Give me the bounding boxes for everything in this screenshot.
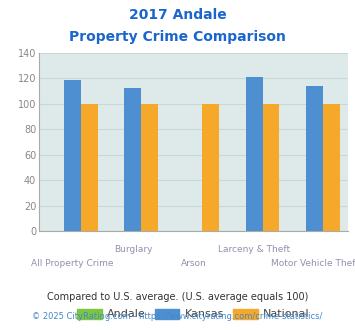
Text: Arson: Arson	[181, 259, 206, 268]
Bar	[202, 104, 219, 231]
Text: Motor Vehicle Theft: Motor Vehicle Theft	[271, 259, 355, 268]
Text: Property Crime Comparison: Property Crime Comparison	[69, 30, 286, 44]
Bar	[306, 86, 323, 231]
Text: Burglary: Burglary	[114, 245, 152, 254]
Text: All Property Crime: All Property Crime	[31, 259, 114, 268]
Bar	[323, 104, 340, 231]
Bar	[141, 104, 158, 231]
Text: 2017 Andale: 2017 Andale	[129, 8, 226, 22]
Bar	[262, 104, 279, 231]
Bar	[125, 88, 141, 231]
Bar	[81, 104, 98, 231]
Bar	[246, 77, 262, 231]
Text: © 2025 CityRating.com - https://www.cityrating.com/crime-statistics/: © 2025 CityRating.com - https://www.city…	[32, 312, 323, 321]
Text: Compared to U.S. average. (U.S. average equals 100): Compared to U.S. average. (U.S. average …	[47, 292, 308, 302]
Bar	[64, 80, 81, 231]
Text: Larceny & Theft: Larceny & Theft	[218, 245, 290, 254]
Legend: Andale, Kansas, National: Andale, Kansas, National	[73, 304, 314, 324]
